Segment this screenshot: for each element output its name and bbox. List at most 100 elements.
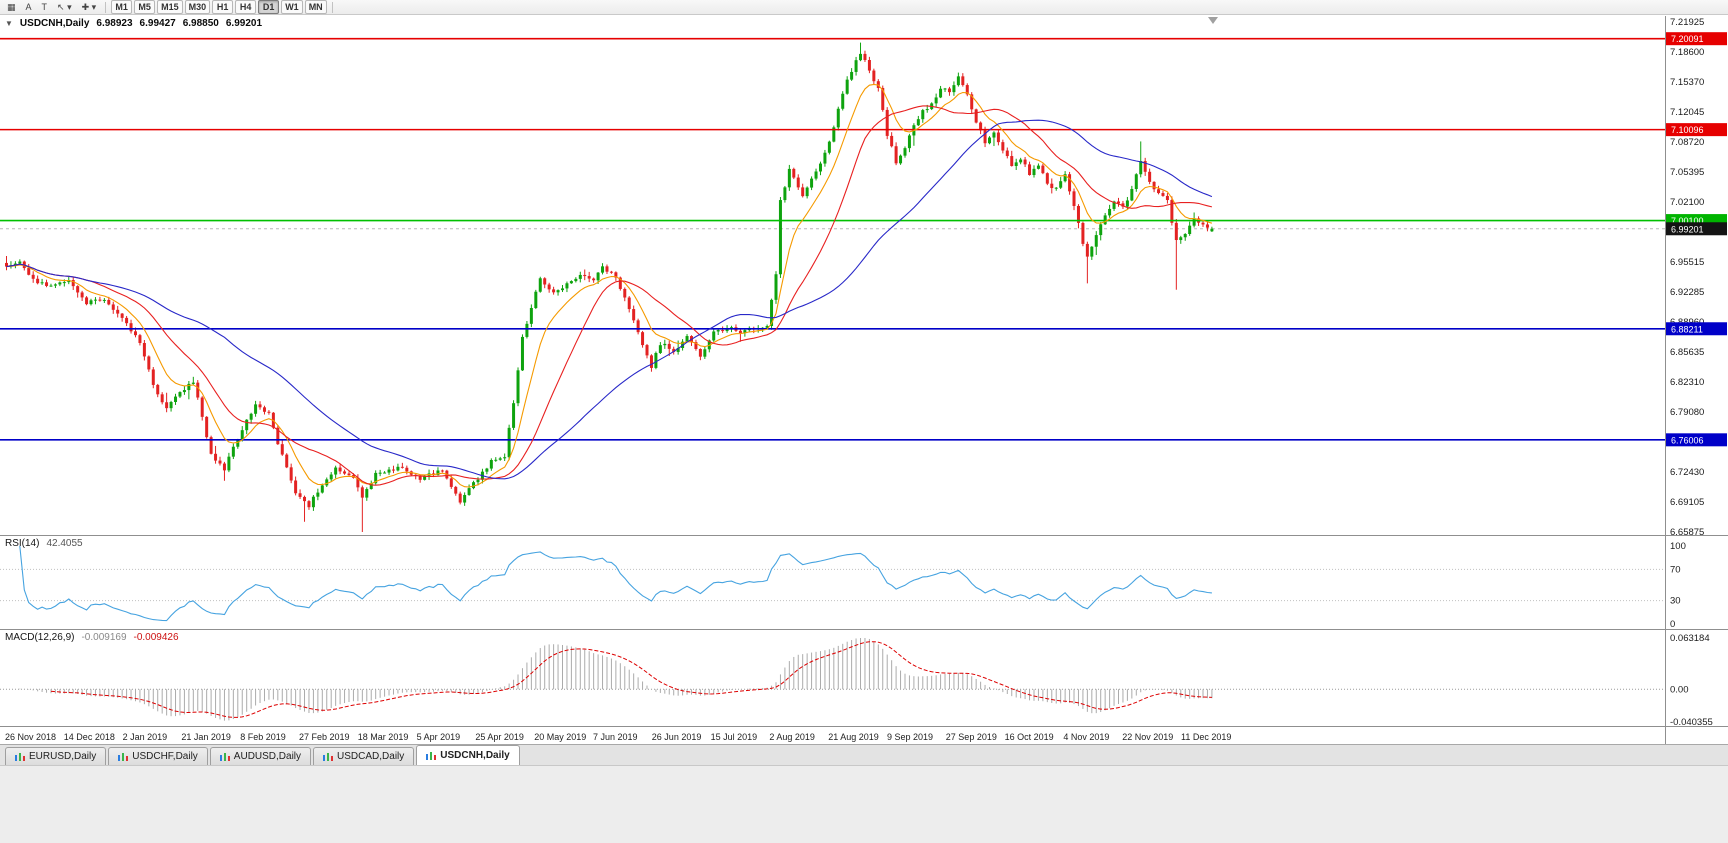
svg-text:25 Apr 2019: 25 Apr 2019 (475, 732, 524, 742)
hline-price-badge[interactable]: 6.76006 (1666, 433, 1727, 447)
hline-price-badge[interactable]: 6.88211 (1666, 322, 1727, 336)
svg-text:70: 70 (1670, 564, 1681, 575)
macd-indicator-label: MACD(12,26,9) -0.009169 -0.009426 (5, 632, 179, 643)
timeframe-h4[interactable]: H4 (235, 0, 257, 14)
hline-price-badge[interactable]: 7.20091 (1666, 32, 1727, 46)
svg-text:0.063184: 0.063184 (1670, 633, 1710, 644)
chart-tab-usdcad[interactable]: USDCAD,Daily (313, 747, 415, 765)
chart-tab-audusd[interactable]: AUDUSD,Daily (209, 747, 312, 765)
symbol-timeframe-label: USDCNH,Daily (19, 18, 90, 29)
macd-histogram (19, 638, 1213, 721)
macd-name: MACD(12,26,9) (5, 632, 75, 643)
svg-text:5 Apr 2019: 5 Apr 2019 (417, 732, 461, 742)
toolbar-tools: ▦ A T ↖ ▾ ✚ ▾ (0, 0, 103, 14)
y-axis-labels: 7.21925 7.18600 7.15370 7.12045 7.08720 7.053… (1670, 17, 1704, 538)
svg-text:6.82310: 6.82310 (1670, 377, 1704, 388)
svg-text:6.79080: 6.79080 (1670, 407, 1704, 418)
sma-20-line (6, 105, 1213, 486)
svg-text:6.95515: 6.95515 (1670, 257, 1704, 268)
chart-menu-icon[interactable]: ▼ (5, 19, 13, 28)
ema-9-line (6, 83, 1213, 488)
svg-text:6.99201: 6.99201 (1671, 224, 1704, 234)
svg-text:2 Jan 2019: 2 Jan 2019 (123, 732, 168, 742)
svg-text:26 Nov 2018: 26 Nov 2018 (5, 732, 56, 742)
right-shift-marker (1208, 17, 1218, 24)
svg-text:7.21925: 7.21925 (1670, 17, 1704, 28)
charts-grid-icon[interactable]: ▦ (7, 2, 16, 12)
chart-tabs-bar: EURUSD,Daily USDCHF,Daily AUDUSD,Daily USDC… (0, 744, 1728, 765)
svg-text:6.92285: 6.92285 (1670, 287, 1704, 298)
top-toolbar: ▦ A T ↖ ▾ ✚ ▾ M1 M5 M15 M30 H1 H4 D1 W1 MN (0, 0, 1728, 15)
svg-text:11 Dec 2019: 11 Dec 2019 (1181, 732, 1231, 742)
svg-text:7.10096: 7.10096 (1671, 125, 1704, 135)
timeframe-m1[interactable]: M1 (111, 0, 133, 14)
macd-signal-value: -0.009426 (133, 632, 179, 643)
svg-text:7.20091: 7.20091 (1671, 34, 1704, 44)
timeframe-w1[interactable]: W1 (281, 0, 303, 14)
timeframe-m5[interactable]: M5 (134, 0, 156, 14)
svg-text:6.76006: 6.76006 (1671, 435, 1704, 445)
timeframe-m15[interactable]: M15 (157, 0, 183, 14)
svg-text:0: 0 (1670, 619, 1675, 630)
timeframe-mn[interactable]: MN (304, 0, 327, 14)
chart-tab-icon (219, 752, 230, 761)
svg-text:27 Feb 2019: 27 Feb 2019 (299, 732, 350, 742)
rsi-indicator-label: RSI(14) 42.4055 (5, 538, 83, 549)
svg-text:7.05395: 7.05395 (1670, 167, 1704, 178)
svg-text:0.00: 0.00 (1670, 684, 1689, 695)
svg-text:22 Nov 2019: 22 Nov 2019 (1122, 732, 1173, 742)
rsi-value: 42.4055 (46, 538, 83, 549)
ohlc-close: 6.99201 (225, 18, 263, 29)
svg-text:7 Jun 2019: 7 Jun 2019 (593, 732, 638, 742)
svg-text:18 Mar 2019: 18 Mar 2019 (358, 732, 409, 742)
svg-text:6.69105: 6.69105 (1670, 497, 1704, 508)
svg-text:2 Aug 2019: 2 Aug 2019 (769, 732, 815, 742)
ohlc-open: 6.98923 (96, 18, 133, 29)
rsi-axis-labels: 100 70 30 0 (1670, 541, 1686, 630)
hline-price-badge[interactable]: 7.10096 (1666, 123, 1727, 137)
macd-main-value: -0.009169 (81, 632, 127, 643)
ohlc-low: 6.98850 (182, 18, 219, 29)
toolbar-separator (331, 1, 333, 13)
svg-text:21 Jan 2019: 21 Jan 2019 (181, 732, 231, 742)
sma-50-line (6, 119, 1213, 480)
chart-tab-icon (426, 751, 437, 760)
svg-text:26 Jun 2019: 26 Jun 2019 (652, 732, 702, 742)
svg-text:16 Oct 2019: 16 Oct 2019 (1005, 732, 1054, 742)
svg-text:7.00100: 7.00100 (1671, 216, 1704, 226)
current-price-badge[interactable]: 6.99201 (1666, 222, 1727, 236)
rsi-line (19, 545, 1212, 622)
svg-text:7.15370: 7.15370 (1670, 77, 1704, 88)
toolbar-separator (105, 1, 107, 13)
timeframe-h1[interactable]: H1 (212, 0, 234, 14)
arrow-tool-button[interactable]: A (25, 2, 32, 12)
svg-text:100: 100 (1670, 541, 1686, 552)
svg-text:6.85635: 6.85635 (1670, 347, 1704, 358)
macd-signal-line (50, 641, 1212, 718)
svg-text:6.65875: 6.65875 (1670, 527, 1704, 538)
cursor-tool-button[interactable]: ↖ ▾ (57, 2, 72, 12)
status-area (0, 765, 1728, 843)
crosshair-tool-button[interactable]: ✚ ▾ (81, 2, 97, 12)
svg-text:27 Sep 2019: 27 Sep 2019 (946, 732, 997, 742)
svg-text:20 May 2019: 20 May 2019 (534, 732, 586, 742)
chart-tab-usdcnh[interactable]: USDCNH,Daily (416, 745, 520, 765)
chart-tab-usdchf[interactable]: USDCHF,Daily (108, 747, 208, 765)
macd-axis-labels: 0.063184 0.00 -0.040355 (1670, 633, 1713, 728)
svg-text:7.08720: 7.08720 (1670, 137, 1704, 148)
chart-tab-icon (118, 752, 129, 761)
timeframe-d1[interactable]: D1 (258, 0, 280, 14)
candles (5, 42, 1214, 532)
timeframe-m30[interactable]: M30 (184, 0, 211, 14)
rsi-name: RSI(14) (5, 538, 40, 549)
svg-text:8 Feb 2019: 8 Feb 2019 (240, 732, 286, 742)
text-tool-button[interactable]: T (41, 2, 48, 12)
svg-text:9 Sep 2019: 9 Sep 2019 (887, 732, 933, 742)
timeframe-buttons: M1 M5 M15 M30 H1 H4 D1 W1 MN (108, 0, 330, 14)
chart-tab-icon (323, 752, 334, 761)
svg-text:15 Jul 2019: 15 Jul 2019 (711, 732, 758, 742)
chart-tab-eurusd[interactable]: EURUSD,Daily (5, 747, 107, 765)
chart-legend: ▼ USDCNH,Daily 6.98923 6.99427 6.98850 6… (5, 18, 262, 29)
ohlc-high: 6.99427 (139, 18, 176, 29)
